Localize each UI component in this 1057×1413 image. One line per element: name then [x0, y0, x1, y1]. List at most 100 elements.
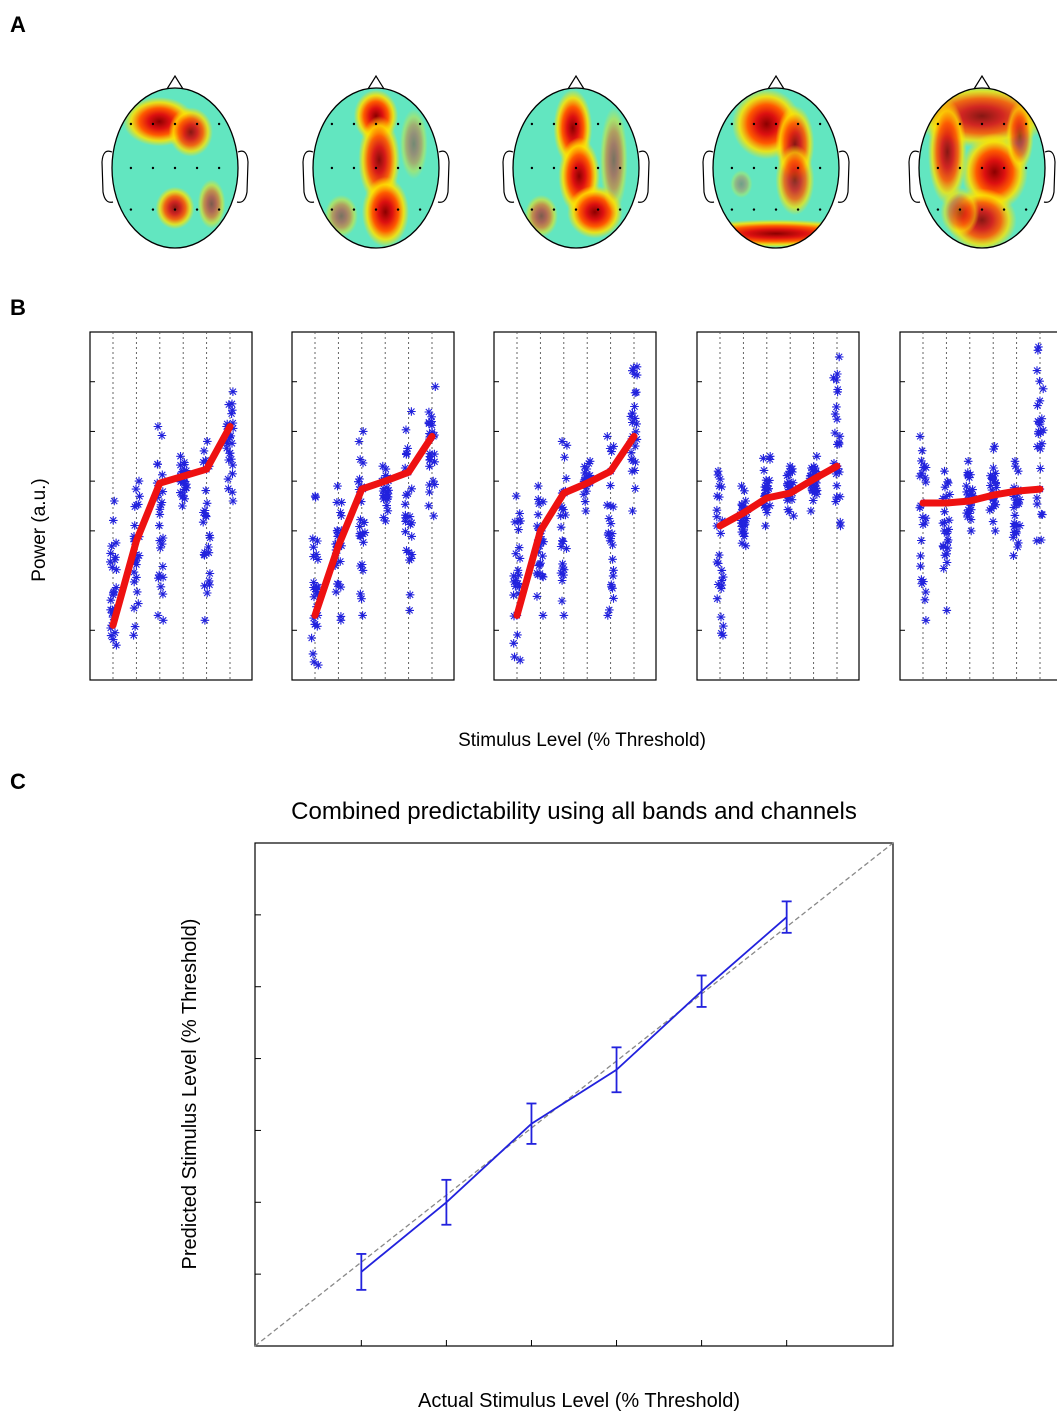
scatter-point [1038, 384, 1048, 394]
scatter-point [917, 446, 927, 455]
scatter-point [835, 467, 844, 477]
scatter-point [538, 551, 547, 561]
scatter-point [832, 481, 842, 490]
scatter-point [129, 577, 139, 587]
scatter-point [157, 431, 167, 440]
scatter-point [110, 496, 119, 506]
scatter-point [427, 412, 436, 422]
scatter-point [532, 592, 542, 601]
scatter-point [606, 501, 616, 511]
electrode [352, 208, 356, 211]
electrode [151, 122, 155, 126]
scatter-point [400, 500, 410, 509]
scatter-point [135, 492, 144, 501]
error-bar [781, 900, 792, 934]
scatter-point [765, 455, 775, 464]
scatter-point [719, 621, 728, 631]
scatter-point [966, 470, 975, 479]
electrode [1024, 122, 1028, 126]
scatter-point [628, 408, 637, 418]
scatter-point [158, 470, 167, 480]
scatter-point [157, 539, 167, 549]
scatter-point [355, 474, 364, 484]
head-outline [918, 87, 1046, 249]
electrode [818, 208, 822, 211]
scatter-point [401, 527, 410, 536]
electrode [1002, 208, 1006, 211]
scatter-point [202, 588, 212, 598]
error-bar [696, 974, 707, 1008]
scatter-point [630, 466, 640, 475]
scatter-point [360, 518, 369, 527]
scatter-point [812, 486, 822, 495]
scatter-point [425, 462, 434, 471]
scatter-point [941, 492, 951, 501]
scatter-point [987, 485, 997, 495]
scatter-point [1009, 528, 1019, 537]
scatter-point [631, 484, 640, 493]
scatter-point [154, 573, 163, 583]
topomap-5 [908, 74, 1056, 249]
electrode [151, 208, 155, 211]
scatter-point [228, 418, 238, 428]
plot-frame [696, 331, 860, 681]
scatter-point [557, 596, 567, 606]
scatter-point [991, 500, 1001, 509]
scatter-point [112, 565, 121, 574]
electrode [796, 122, 800, 126]
scatter-point [1036, 428, 1045, 437]
scatter-point [513, 630, 522, 640]
scatter-point [309, 552, 318, 561]
scatter-point [1036, 444, 1045, 454]
scatter-point [782, 471, 792, 480]
scatter-point [784, 507, 794, 516]
scatter-point [358, 427, 368, 436]
scatter-point [509, 571, 518, 581]
scatter-point [713, 559, 723, 568]
scatter-point [1009, 503, 1019, 512]
scatter-point [787, 495, 797, 504]
scatter-point [1033, 346, 1043, 355]
scatter-plot-2 [291, 331, 455, 681]
scatter-point [962, 481, 971, 491]
scatter-point [628, 506, 637, 516]
nose [166, 74, 184, 90]
electrode [195, 166, 199, 170]
scatter-point [991, 479, 1000, 488]
scatter-point [812, 484, 821, 493]
scatter-point [403, 489, 413, 499]
scatter-plot-3 [493, 331, 657, 681]
scatter-point [783, 481, 792, 490]
scatter-point [313, 536, 322, 546]
left-ear [101, 150, 114, 203]
scatter-point [427, 427, 437, 437]
scatter-point [1034, 427, 1043, 436]
electrode [374, 122, 378, 126]
scatter-point [199, 508, 208, 517]
scatter-point [358, 458, 368, 468]
scatter-point [308, 649, 318, 659]
electrode [129, 122, 133, 126]
scatter-point [584, 459, 594, 468]
scatter-point [227, 439, 237, 448]
scatter-point [407, 550, 417, 559]
hotspot [197, 179, 226, 229]
scatter-point [129, 603, 139, 613]
electrode [396, 122, 400, 126]
electrode [980, 166, 984, 170]
electrode [195, 208, 199, 211]
scatter-point [130, 521, 139, 530]
electrode [129, 166, 133, 170]
scatter-point [111, 583, 121, 592]
plot-frame [493, 331, 657, 681]
scatter-point [532, 521, 542, 531]
scatter-point [337, 498, 346, 507]
nose [367, 74, 385, 90]
scatter-point [200, 581, 209, 591]
scatter-point [200, 616, 210, 625]
electrode [1024, 166, 1028, 170]
electrode [574, 122, 578, 126]
scatter-point [155, 510, 165, 519]
scatter-point [179, 467, 188, 476]
scatter-point [830, 428, 840, 438]
